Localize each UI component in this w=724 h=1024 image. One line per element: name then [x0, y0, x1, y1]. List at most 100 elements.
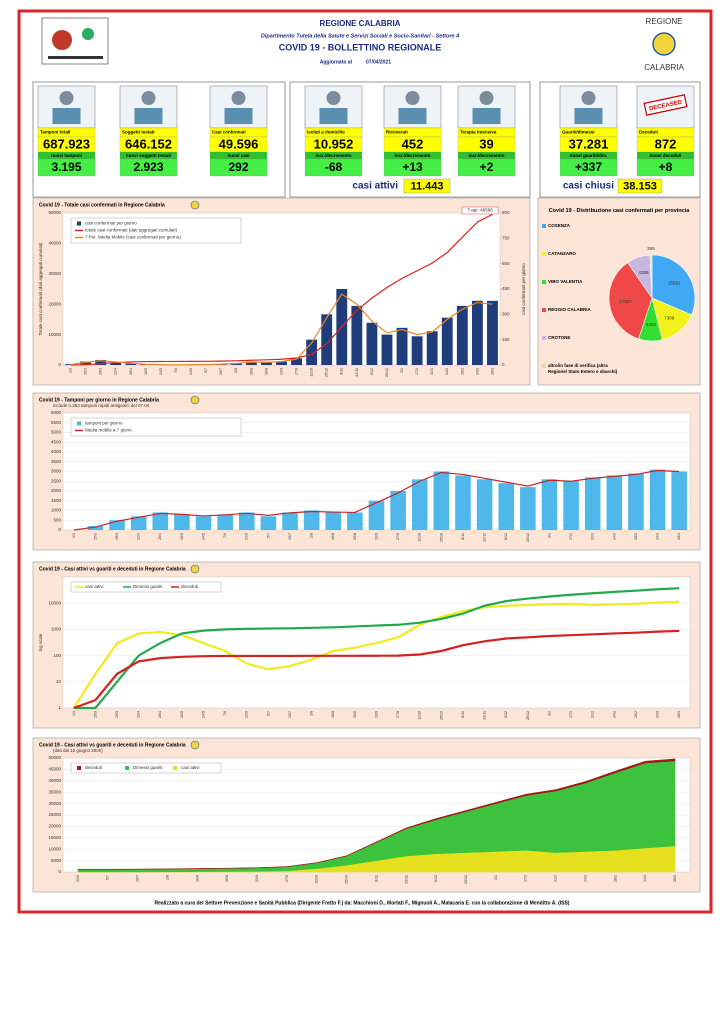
pie-label: 4403: [646, 322, 657, 327]
chart-title: Covid 19 - Tamponi per giorno in Regione…: [39, 397, 159, 403]
legend-label: Dimessi guariti: [133, 584, 163, 589]
x-tick-label: 8/11: [340, 368, 344, 375]
x-tick-label: 11/10: [310, 368, 314, 377]
line: [73, 629, 680, 710]
bar: [260, 516, 277, 530]
bar: [366, 322, 378, 365]
closed-box: [617, 178, 663, 194]
x-tick-label: 31/1: [591, 533, 595, 540]
x-tick-label: 26/4: [158, 711, 162, 718]
stat-change-label-bg: [305, 152, 362, 159]
x-tick-label: 19/7: [219, 368, 223, 375]
stat-icon: [479, 91, 494, 105]
chart-emblem: [190, 200, 200, 210]
x-tick-label: 28/2: [634, 533, 638, 540]
stat-value: 872: [655, 136, 677, 151]
x-tick-label: 28/2: [634, 711, 638, 718]
x-tick-label: 27/9: [295, 368, 299, 375]
stat-label: Terapia intensiva: [460, 130, 497, 135]
region: REGIONE CALABRIA: [320, 19, 401, 28]
y-tick-label: 20000: [48, 301, 61, 306]
stat-change: +2: [480, 160, 494, 174]
chart-subtitle: include n.353 tamponi rapidi antigenici …: [53, 403, 150, 408]
pie-label: 4389: [638, 270, 649, 275]
stat-change-label: nuovi deceduti: [650, 153, 682, 158]
x-tick-label: 27/9: [285, 875, 289, 882]
stat-label: Soggetti testati: [122, 130, 155, 135]
x-tick-label: 29/3: [115, 533, 119, 540]
bar: [426, 331, 438, 365]
stat-change-bg: [37, 158, 96, 177]
stat-icon: [224, 108, 253, 124]
x-tick-label: 17/1: [524, 875, 528, 882]
bar: [152, 512, 169, 530]
y2-tick-label: 150: [502, 337, 510, 342]
legend-swatch: [173, 766, 177, 770]
bar: [433, 471, 450, 530]
updated-date: 07/04/2021: [366, 59, 391, 65]
x-tick-label: 17/1: [569, 533, 573, 540]
pie-label: 15591: [668, 281, 681, 286]
x-tick-label: 6/12: [504, 711, 508, 718]
stat-icon: [472, 108, 501, 124]
legend-swatch: [77, 766, 81, 770]
stat-change-label: incr./decremento: [315, 153, 351, 158]
bar: [261, 362, 272, 365]
bar: [174, 514, 190, 530]
x-tick-label: 31/1: [430, 368, 434, 375]
legend-swatch: [542, 336, 546, 340]
legend-label: deceduti: [181, 584, 198, 589]
x-tick-label: 21/6: [245, 711, 249, 718]
x-tick-label: 14/2: [583, 875, 587, 882]
bar: [396, 327, 408, 365]
y-tick-label: 30000: [48, 271, 61, 276]
y-tick-label: 50000: [48, 210, 61, 215]
active-box: [403, 178, 451, 194]
area: [77, 758, 676, 870]
x-tick-label: 21/6: [76, 875, 80, 882]
stat-value: 10.952: [314, 136, 354, 151]
stat-change: +13: [402, 160, 423, 174]
x-tick-label: 14/3: [656, 711, 660, 718]
x-tick-label: 7/6: [174, 368, 178, 373]
y2-tick-label: 450: [502, 286, 510, 291]
bar: [671, 471, 687, 530]
x-tick-label: 6/12: [434, 875, 438, 882]
y2-tick-label: 0: [502, 362, 505, 367]
x-tick-label: 11/10: [418, 711, 422, 720]
title: COVID 19 - BOLLETTINO REGIONALE: [279, 42, 442, 52]
stat-change-bg: [559, 158, 618, 177]
pie-slice: [649, 254, 653, 299]
y-tick-label: 2500: [51, 478, 62, 483]
line: [70, 293, 493, 366]
closed-label: casi chiusi: [563, 181, 614, 192]
x-tick-label: 6/12: [370, 368, 374, 375]
bar: [321, 314, 333, 365]
x-tick-label: 11/10: [315, 875, 319, 884]
x-tick-label: 13/9: [374, 711, 378, 718]
x-tick-label: 14/3: [475, 368, 479, 375]
closed-value: 38.153: [623, 180, 657, 192]
y-tick-label: 0: [58, 362, 61, 367]
stat-label: Deceduti: [639, 130, 658, 135]
bar: [455, 475, 471, 530]
legend-swatch: [125, 766, 129, 770]
bar: [476, 479, 493, 530]
bar: [411, 479, 428, 530]
bar: [306, 339, 318, 365]
y-tick-label: 10000: [48, 846, 61, 851]
y-tick-label: 25000: [48, 812, 61, 817]
logo-top: REGIONE: [646, 17, 683, 26]
x-tick-label: 17/1: [569, 711, 573, 718]
y-tick-label: 40000: [48, 241, 61, 246]
x-tick-label: 11/10: [418, 533, 422, 542]
x-tick-label: 3/1: [547, 711, 551, 716]
virus-icon: [52, 30, 72, 50]
pie-slice: [608, 262, 653, 340]
pie-label: 369: [647, 246, 655, 251]
x-tick-label: 2/8: [165, 875, 169, 880]
stat-change-label: nuovi guariti/dim.: [570, 153, 608, 158]
bar: [471, 300, 483, 365]
logo-bottom: CALABRIA: [644, 63, 684, 72]
x-tick-label: 10/5: [180, 711, 184, 718]
